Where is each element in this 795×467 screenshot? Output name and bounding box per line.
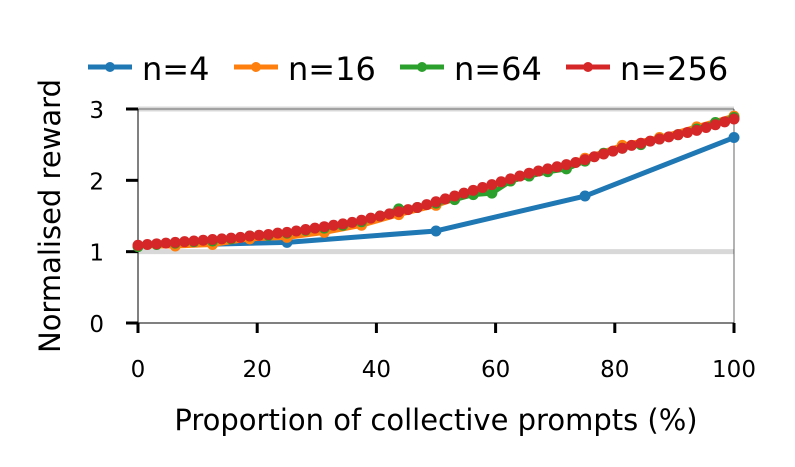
legend-label-n16: n=16 <box>288 50 376 88</box>
y-axis-label: Normalised reward <box>33 79 67 353</box>
x-tick-label-5: 100 <box>712 357 756 383</box>
data-point-n256-15 <box>272 227 284 239</box>
data-point-n256-11 <box>234 231 246 243</box>
data-point-n256-24 <box>356 214 367 226</box>
y-tick-label-1: 1 <box>89 241 104 267</box>
legend-marker-n16 <box>251 62 261 72</box>
legend-marker-n4 <box>105 62 115 72</box>
data-point-n256-10 <box>225 232 237 244</box>
data-point-n256-35 <box>458 187 470 199</box>
legend-item-n64: n=64 <box>400 50 542 88</box>
data-point-n256-48 <box>579 154 591 166</box>
data-point-n256-12 <box>244 230 256 242</box>
data-point-n256-47 <box>570 157 582 168</box>
data-point-n256-59 <box>681 127 693 139</box>
data-point-n256-54 <box>635 137 647 149</box>
data-point-n256-14 <box>262 229 274 241</box>
legend-label-n4: n=4 <box>142 50 209 88</box>
x-tick-label-4: 80 <box>600 357 629 383</box>
data-point-n256-29 <box>402 204 414 216</box>
x-axis-label: Proportion of collective prompts (%) <box>174 403 697 437</box>
data-point-n256-5 <box>179 236 191 248</box>
data-point-n256-13 <box>253 229 265 241</box>
data-point-n256-22 <box>337 218 349 230</box>
data-point-n256-53 <box>626 139 638 151</box>
data-point-n256-46 <box>560 159 572 171</box>
data-point-n256-37 <box>477 181 489 193</box>
data-point-n256-18 <box>300 224 312 236</box>
data-point-n256-6 <box>188 235 200 247</box>
data-point-n256-30 <box>411 201 423 213</box>
legend-item-n256: n=256 <box>566 50 728 88</box>
data-point-n256-57 <box>663 131 675 143</box>
data-point-n256-31 <box>421 199 433 211</box>
data-point-n256-8 <box>207 234 218 246</box>
y-tick-label-3: 3 <box>89 98 104 124</box>
legend: n=4 n=16 n=64 n=256 <box>88 50 728 88</box>
data-point-n256-25 <box>365 212 377 224</box>
legend-label-n256: n=256 <box>620 50 728 88</box>
y-tick-label-2: 2 <box>89 169 104 195</box>
data-point-n4-3 <box>579 190 591 202</box>
data-point-n256-26 <box>374 210 386 222</box>
x-tick-label-1: 20 <box>243 357 272 383</box>
data-point-n256-2 <box>151 238 163 250</box>
data-point-n256-3 <box>160 237 172 249</box>
legend-item-n16: n=16 <box>234 50 376 88</box>
plot-area: 0 20 40 60 80 100 0 1 2 3 <box>89 98 756 383</box>
data-point-n256-45 <box>551 161 563 173</box>
data-point-n4-4 <box>728 132 740 144</box>
data-point-n256-9 <box>216 233 228 245</box>
data-point-n256-17 <box>290 225 302 237</box>
data-point-n256-33 <box>439 193 451 205</box>
legend-item-n4: n=4 <box>88 50 209 88</box>
data-point-n256-63 <box>719 116 731 128</box>
data-point-n256-62 <box>709 119 721 131</box>
data-point-n256-58 <box>672 129 684 141</box>
data-point-n256-41 <box>514 170 526 182</box>
x-tick-label-2: 40 <box>362 357 391 383</box>
data-point-n256-38 <box>486 179 498 191</box>
data-point-n4-2 <box>430 225 442 237</box>
data-point-n256-4 <box>169 236 181 248</box>
data-point-n256-7 <box>197 234 209 246</box>
data-point-n256-56 <box>654 133 665 145</box>
legend-marker-n256 <box>583 62 593 72</box>
data-point-n256-40 <box>505 173 516 185</box>
data-point-n256-42 <box>523 167 535 179</box>
data-point-n256-19 <box>309 222 321 234</box>
data-point-n256-39 <box>495 176 507 188</box>
data-point-n256-23 <box>346 216 358 228</box>
data-point-n256-44 <box>542 163 554 175</box>
data-point-n256-32 <box>430 196 442 208</box>
data-point-n256-21 <box>328 219 340 231</box>
data-point-n64-19 <box>486 187 498 199</box>
data-point-n256-36 <box>467 184 479 196</box>
x-tick-label-3: 60 <box>481 357 510 383</box>
data-point-n256-52 <box>616 142 628 154</box>
x-tick-label-0: 0 <box>131 357 146 383</box>
data-point-n256-34 <box>449 190 461 202</box>
data-point-n256-49 <box>588 151 600 163</box>
data-point-n256-64 <box>728 113 740 125</box>
data-point-n256-55 <box>644 135 656 147</box>
data-point-n256-27 <box>383 208 395 220</box>
data-point-n256-50 <box>598 148 610 160</box>
data-point-n256-16 <box>281 226 293 238</box>
data-point-n256-60 <box>691 124 703 136</box>
legend-marker-n64 <box>417 62 427 72</box>
data-point-n256-61 <box>700 122 712 134</box>
data-point-n256-51 <box>607 145 619 157</box>
data-point-n256-20 <box>318 221 330 233</box>
data-point-n256-1 <box>141 239 153 251</box>
legend-label-n64: n=64 <box>454 50 542 88</box>
data-point-n256-28 <box>393 206 405 218</box>
y-tick-label-0: 0 <box>89 312 104 338</box>
data-point-n256-0 <box>132 239 144 251</box>
data-point-n256-43 <box>532 165 544 177</box>
